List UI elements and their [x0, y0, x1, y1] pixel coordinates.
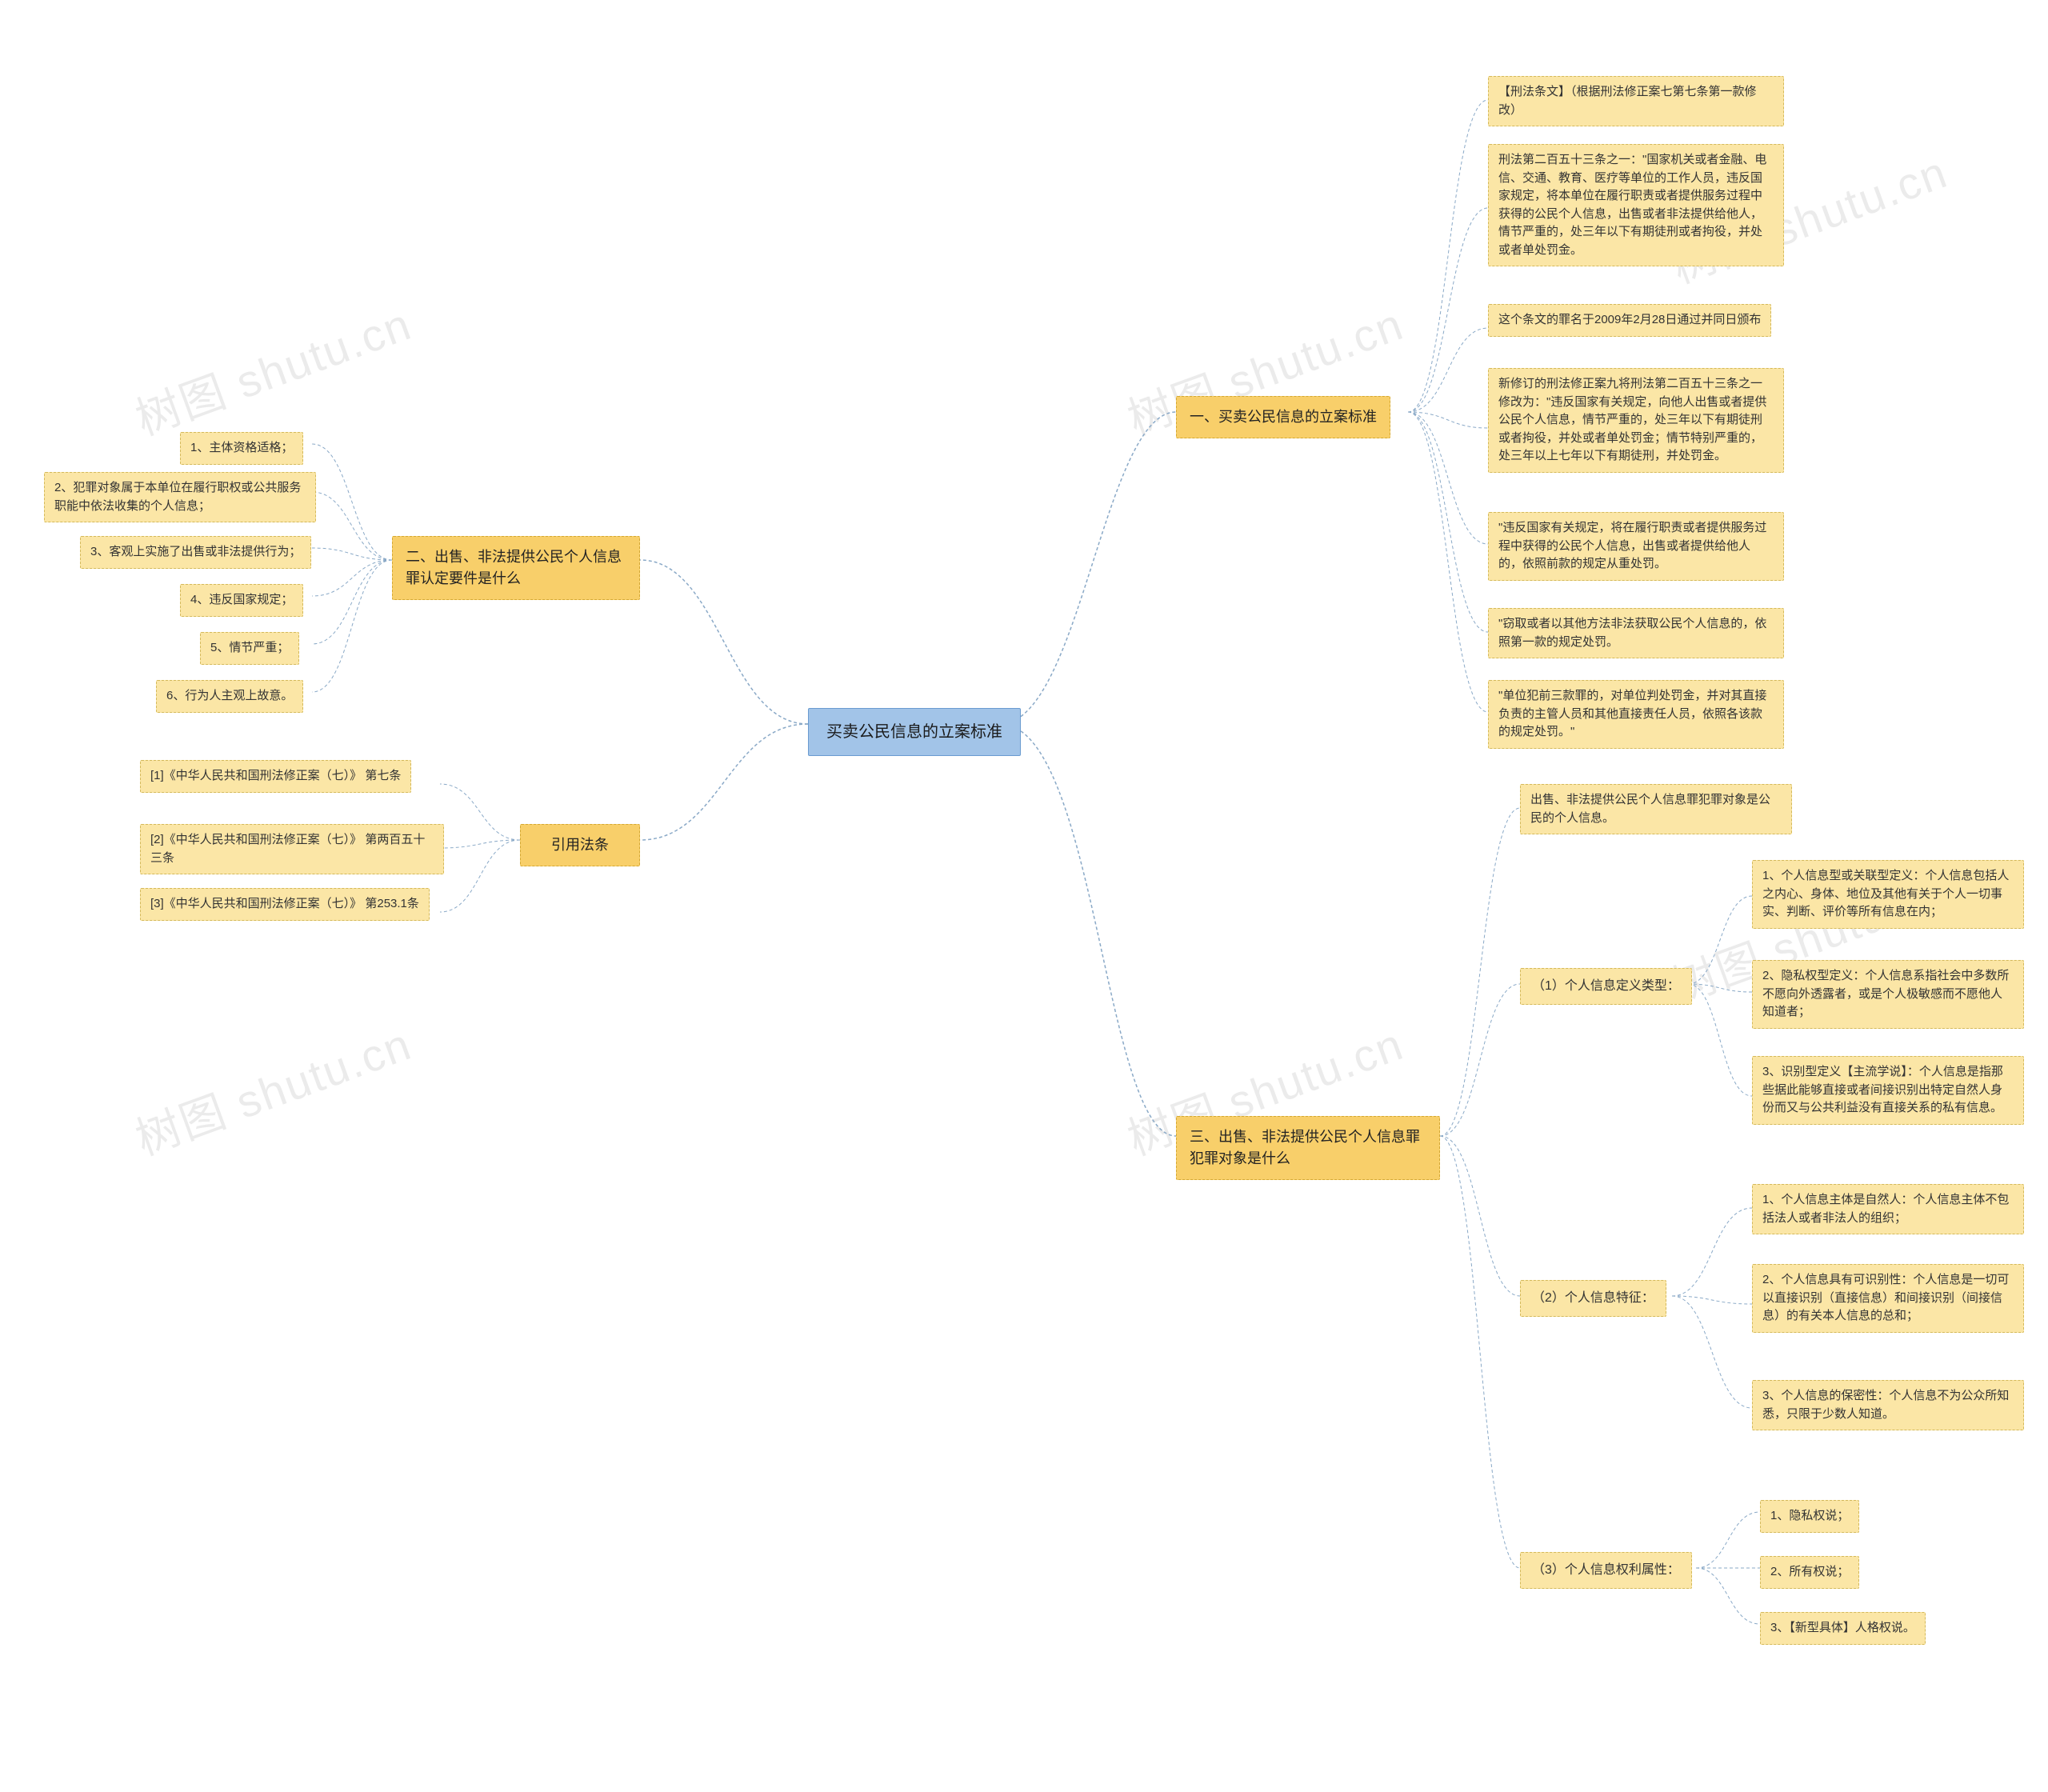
b1-item-0: 【刑法条文】（根据刑法修正案七第七条第一款修改）	[1488, 76, 1784, 126]
b3-group-3[interactable]: （3）个人信息权利属性：	[1520, 1552, 1692, 1589]
b1-item-2: 这个条文的罪名于2009年2月28日通过并同日颁布	[1488, 304, 1771, 337]
b1-item-4: "违反国家有关规定，将在履行职责或者提供服务过程中获得的公民个人信息，出售或者提…	[1488, 512, 1784, 581]
b2-item-2: 3、客观上实施了出售或非法提供行为；	[80, 536, 311, 569]
watermark: 树图 shutu.cn	[126, 1009, 419, 1169]
b1-item-5: "窃取或者以其他方法非法获取公民个人信息的，依照第一款的规定处罚。	[1488, 608, 1784, 658]
b1-item-1: 刑法第二百五十三条之一："国家机关或者金融、电信、交通、教育、医疗等单位的工作人…	[1488, 144, 1784, 266]
b3-g2-item-2: 3、个人信息的保密性：个人信息不为公众所知悉，只限于少数人知道。	[1752, 1380, 2024, 1430]
b2-item-0: 1、主体资格适格；	[180, 432, 303, 465]
watermark: 树图 shutu.cn	[126, 289, 419, 449]
branch-1[interactable]: 一、买卖公民信息的立案标准	[1176, 396, 1390, 438]
branch-2[interactable]: 二、出售、非法提供公民个人信息罪认定要件是什么	[392, 536, 640, 600]
b2-item-3: 4、违反国家规定；	[180, 584, 303, 617]
b1-item-3: 新修订的刑法修正案九将刑法第二百五十三条之一修改为："违反国家有关规定，向他人出…	[1488, 368, 1784, 473]
b1-item-6: "单位犯前三款罪的，对单位判处罚金，并对其直接负责的主管人员和其他直接责任人员，…	[1488, 680, 1784, 749]
b3-g3-item-0: 1、隐私权说；	[1760, 1500, 1859, 1533]
b3-g2-item-1: 2、个人信息具有可识别性：个人信息是一切可以直接识别（直接信息）和间接识别（间接…	[1752, 1264, 2024, 1333]
b4-item-0: [1]《中华人民共和国刑法修正案（七）》 第七条	[140, 760, 411, 793]
root-node[interactable]: 买卖公民信息的立案标准	[808, 708, 1021, 756]
b2-item-4: 5、情节严重；	[200, 632, 299, 665]
b3-group-2[interactable]: （2）个人信息特征：	[1520, 1280, 1666, 1317]
b3-g3-item-1: 2、所有权说；	[1760, 1556, 1859, 1589]
b3-g1-item-0: 1、个人信息型或关联型定义：个人信息包括人之内心、身体、地位及其他有关于个人一切…	[1752, 860, 2024, 929]
b3-g2-item-0: 1、个人信息主体是自然人：个人信息主体不包括法人或者非法人的组织；	[1752, 1184, 2024, 1234]
branch-3[interactable]: 三、出售、非法提供公民个人信息罪犯罪对象是什么	[1176, 1116, 1440, 1180]
b2-item-5: 6、行为人主观上故意。	[156, 680, 303, 713]
b3-g1-item-2: 3、识别型定义【主流学说】：个人信息是指那些据此能够直接或者间接识别出特定自然人…	[1752, 1056, 2024, 1125]
b2-item-1: 2、犯罪对象属于本单位在履行职权或公共服务职能中依法收集的个人信息；	[44, 472, 316, 522]
b4-item-1: [2]《中华人民共和国刑法修正案（七）》 第两百五十三条	[140, 824, 444, 874]
b3-g1-item-1: 2、隐私权型定义：个人信息系指社会中多数所不愿向外透露者，或是个人极敏感而不愿他…	[1752, 960, 2024, 1029]
branch-4[interactable]: 引用法条	[520, 824, 640, 866]
b3-g3-item-2: 3、【新型具体】人格权说。	[1760, 1612, 1926, 1645]
b3-group-1[interactable]: （1）个人信息定义类型：	[1520, 968, 1692, 1005]
b3-intro: 出售、非法提供公民个人信息罪犯罪对象是公民的个人信息。	[1520, 784, 1792, 834]
b4-item-2: [3]《中华人民共和国刑法修正案（七）》 第253.1条	[140, 888, 430, 921]
